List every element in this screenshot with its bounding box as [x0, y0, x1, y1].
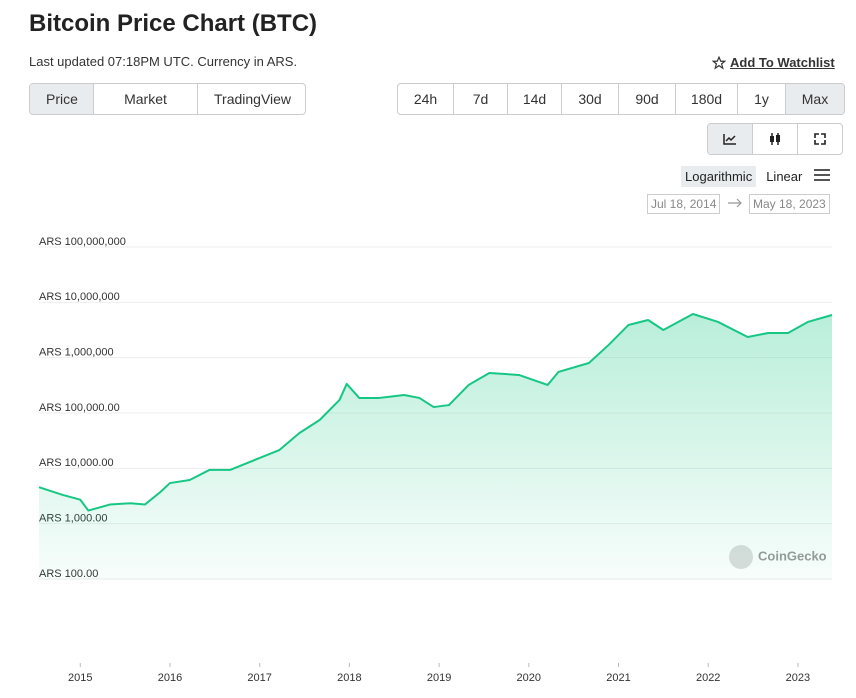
- range-button[interactable]: 30d: [562, 84, 619, 114]
- range-arrow: [728, 198, 742, 208]
- watchlist-button[interactable]: Add To Watchlist: [712, 55, 835, 70]
- y-tick-label: ARS 1,000,000: [39, 347, 114, 359]
- range-button[interactable]: 1y: [738, 84, 786, 114]
- y-tick-label: ARS 100,000.00: [39, 402, 120, 414]
- candle-icon: [770, 133, 780, 145]
- title: Bitcoin Price Chart (BTC): [29, 10, 318, 37]
- watchlist-label: Add To Watchlist: [730, 55, 835, 70]
- range-button[interactable]: 7d: [454, 84, 508, 114]
- y-tick-label: ARS 1,000.00: [39, 513, 108, 525]
- range-button[interactable]: 180d: [676, 84, 738, 114]
- range-group: 24h 7d 14d 30d 90d 180d 1y Max: [397, 83, 845, 115]
- tab-button[interactable]: Price: [30, 84, 94, 114]
- range-button[interactable]: Max: [786, 84, 844, 114]
- line-icon: [723, 134, 736, 145]
- chart-type-group: [707, 123, 843, 155]
- x-tick-label: 2019: [427, 672, 451, 684]
- x-tick-label: 2016: [158, 672, 182, 684]
- scale-option[interactable]: Linear: [766, 169, 803, 184]
- y-tick-label: ARS 100,000,000: [39, 236, 126, 248]
- star-icon: [712, 55, 726, 70]
- scale-group: Logarithmic Linear: [681, 166, 806, 187]
- subtitle: Last updated 07:18PM UTC. Currency in AR…: [29, 54, 298, 69]
- x-tick-label: 2023: [786, 672, 810, 684]
- y-tick-label: ARS 100.00: [39, 568, 98, 580]
- x-tick-label: 2020: [517, 672, 541, 684]
- x-tick-label: 2018: [337, 672, 361, 684]
- date-from[interactable]: Jul 18, 2014: [647, 194, 721, 214]
- y-tick-label: ARS 10,000,000: [39, 291, 120, 303]
- y-tick-label: ARS 10,000.00: [39, 457, 114, 469]
- candle-chart-button[interactable]: [753, 124, 798, 154]
- range-button[interactable]: 90d: [619, 84, 676, 114]
- brand: CoinGecko: [729, 545, 827, 569]
- tab-button[interactable]: Market Cap: [94, 84, 198, 114]
- line-chart-button[interactable]: [708, 124, 753, 154]
- x-tick-label: 2022: [696, 672, 720, 684]
- expand-icon: [814, 133, 826, 145]
- menu-icon[interactable]: [814, 168, 830, 182]
- price-line: [38, 312, 833, 512]
- date-to[interactable]: May 18, 2023: [749, 194, 830, 214]
- tab-button[interactable]: TradingView: [214, 91, 292, 107]
- x-tick-label: 2015: [68, 672, 92, 684]
- scale-option[interactable]: Logarithmic: [681, 166, 757, 187]
- price-area: [39, 313, 832, 580]
- fullscreen-button[interactable]: [798, 124, 842, 154]
- x-tick-label: 2021: [606, 672, 630, 684]
- range-button[interactable]: 24h: [398, 84, 454, 114]
- x-tick-label: 2017: [247, 672, 271, 684]
- brand-label: CoinGecko: [758, 548, 827, 563]
- range-button[interactable]: 14d: [508, 84, 562, 114]
